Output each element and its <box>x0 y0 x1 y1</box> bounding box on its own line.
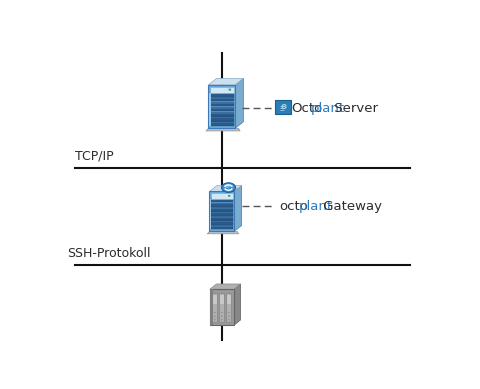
Text: Server: Server <box>330 102 378 115</box>
Text: plant: plant <box>311 102 345 115</box>
Circle shape <box>228 312 229 313</box>
Circle shape <box>228 319 229 321</box>
Circle shape <box>221 316 222 317</box>
FancyBboxPatch shape <box>211 221 233 224</box>
FancyBboxPatch shape <box>211 207 233 211</box>
FancyBboxPatch shape <box>211 203 233 204</box>
Polygon shape <box>207 231 239 234</box>
FancyBboxPatch shape <box>210 112 234 114</box>
FancyBboxPatch shape <box>210 107 234 109</box>
Text: TCP/IP: TCP/IP <box>75 150 113 163</box>
Text: Octo: Octo <box>291 102 323 115</box>
FancyBboxPatch shape <box>211 199 212 229</box>
Text: ☰: ☰ <box>280 107 285 112</box>
FancyBboxPatch shape <box>210 116 234 121</box>
FancyBboxPatch shape <box>210 107 234 111</box>
FancyBboxPatch shape <box>211 221 233 222</box>
FancyBboxPatch shape <box>210 97 234 102</box>
Polygon shape <box>206 128 240 131</box>
FancyBboxPatch shape <box>208 85 235 128</box>
Circle shape <box>228 195 230 196</box>
Polygon shape <box>209 186 241 191</box>
FancyBboxPatch shape <box>212 293 217 322</box>
FancyBboxPatch shape <box>210 102 234 106</box>
FancyBboxPatch shape <box>211 212 233 213</box>
Polygon shape <box>208 78 243 85</box>
FancyBboxPatch shape <box>226 293 231 322</box>
FancyBboxPatch shape <box>211 216 233 218</box>
FancyBboxPatch shape <box>211 212 233 216</box>
FancyBboxPatch shape <box>219 293 225 322</box>
Ellipse shape <box>222 183 236 192</box>
Polygon shape <box>235 78 243 128</box>
Circle shape <box>229 89 231 91</box>
FancyBboxPatch shape <box>211 198 233 200</box>
FancyBboxPatch shape <box>210 122 234 123</box>
FancyBboxPatch shape <box>210 102 234 104</box>
Circle shape <box>214 312 216 313</box>
FancyBboxPatch shape <box>210 112 234 116</box>
FancyBboxPatch shape <box>210 289 234 325</box>
Circle shape <box>214 319 216 321</box>
FancyBboxPatch shape <box>211 225 233 229</box>
FancyBboxPatch shape <box>210 92 234 96</box>
FancyBboxPatch shape <box>211 225 233 227</box>
Ellipse shape <box>224 186 238 191</box>
Text: ⚙: ⚙ <box>280 104 287 110</box>
FancyBboxPatch shape <box>210 121 234 126</box>
FancyBboxPatch shape <box>210 93 234 94</box>
Polygon shape <box>210 284 240 289</box>
Ellipse shape <box>224 184 230 188</box>
FancyBboxPatch shape <box>210 87 234 93</box>
FancyBboxPatch shape <box>220 295 224 304</box>
Text: octo: octo <box>279 200 308 212</box>
FancyBboxPatch shape <box>275 100 290 114</box>
FancyBboxPatch shape <box>210 97 234 99</box>
FancyBboxPatch shape <box>211 193 233 199</box>
Text: Gateway: Gateway <box>319 200 382 212</box>
FancyBboxPatch shape <box>213 295 217 304</box>
FancyBboxPatch shape <box>211 198 233 202</box>
FancyBboxPatch shape <box>211 203 233 207</box>
Polygon shape <box>234 186 241 231</box>
Polygon shape <box>234 284 240 325</box>
FancyBboxPatch shape <box>210 117 234 118</box>
Circle shape <box>221 319 222 321</box>
Text: SSH-Protokoll: SSH-Protokoll <box>67 247 151 260</box>
FancyBboxPatch shape <box>210 289 213 325</box>
Circle shape <box>228 316 229 317</box>
FancyBboxPatch shape <box>209 93 211 126</box>
FancyBboxPatch shape <box>227 295 231 304</box>
FancyBboxPatch shape <box>211 207 233 209</box>
Circle shape <box>221 312 222 313</box>
Circle shape <box>214 316 216 317</box>
FancyBboxPatch shape <box>211 216 233 220</box>
Text: plant: plant <box>299 200 333 212</box>
FancyBboxPatch shape <box>209 191 234 231</box>
